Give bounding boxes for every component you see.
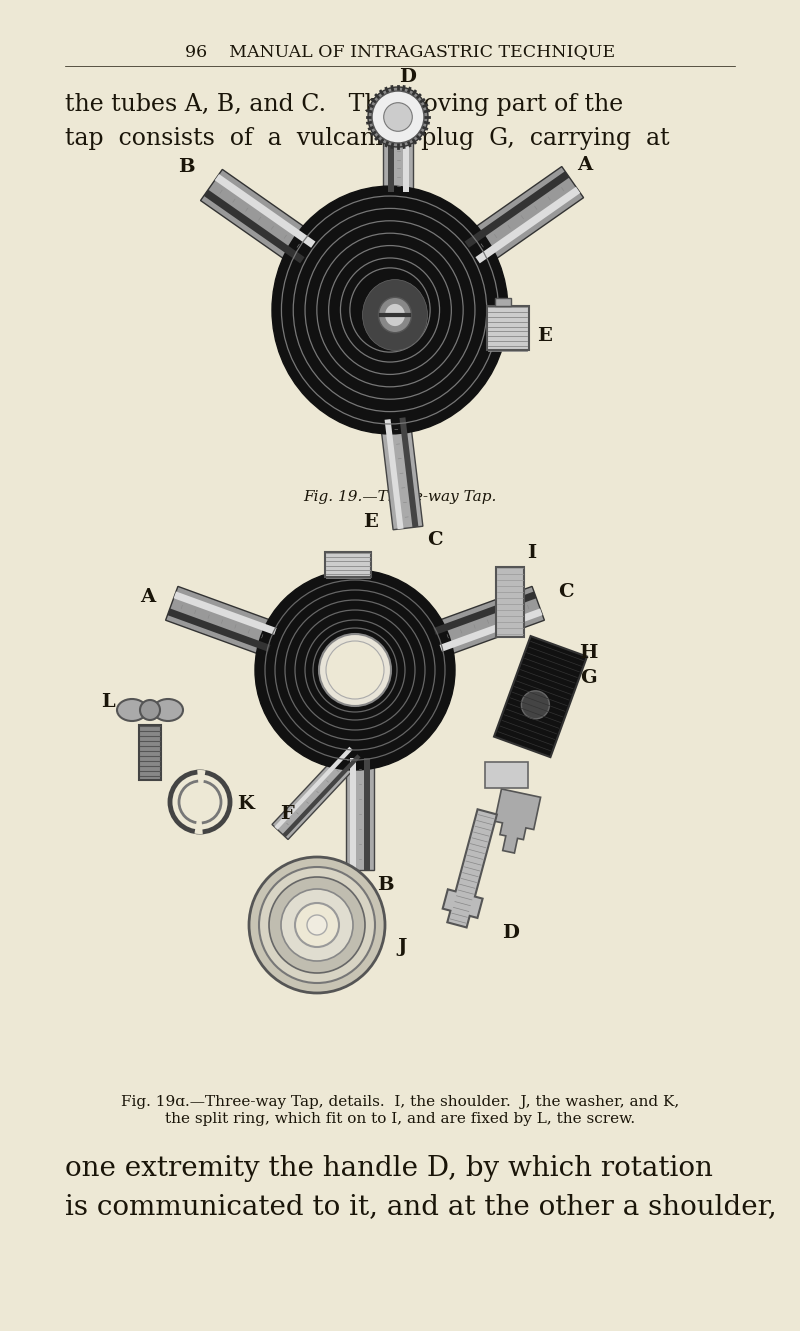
Wedge shape — [198, 771, 206, 803]
Text: E: E — [538, 327, 552, 345]
Text: E: E — [363, 512, 378, 531]
Polygon shape — [465, 172, 570, 248]
Polygon shape — [325, 552, 371, 578]
Circle shape — [259, 866, 375, 984]
Circle shape — [307, 914, 327, 934]
Text: A: A — [140, 588, 155, 607]
Text: A: A — [578, 157, 593, 174]
Text: B: B — [377, 876, 394, 894]
Wedge shape — [194, 803, 202, 835]
Polygon shape — [439, 608, 542, 652]
Text: K: K — [238, 795, 254, 813]
Ellipse shape — [153, 699, 183, 721]
Polygon shape — [167, 608, 270, 652]
FancyBboxPatch shape — [486, 306, 529, 350]
Text: H: H — [579, 644, 597, 662]
Polygon shape — [346, 757, 374, 870]
Polygon shape — [442, 809, 497, 928]
Polygon shape — [174, 591, 277, 635]
Ellipse shape — [319, 634, 391, 705]
Text: C: C — [427, 531, 443, 548]
Polygon shape — [431, 587, 544, 656]
Ellipse shape — [384, 303, 406, 327]
Polygon shape — [387, 126, 394, 192]
Circle shape — [384, 102, 412, 132]
FancyBboxPatch shape — [496, 567, 524, 638]
Polygon shape — [364, 757, 370, 870]
Ellipse shape — [326, 642, 384, 699]
Text: Fig. 19ɑ.—Three-way Tap, details.  I, the shoulder.  J, the washer, and K,: Fig. 19ɑ.—Three-way Tap, details. I, the… — [121, 1095, 679, 1109]
Polygon shape — [282, 755, 361, 837]
Circle shape — [140, 700, 160, 720]
Text: 96    MANUAL OF INTRAGASTRIC TECHNIQUE: 96 MANUAL OF INTRAGASTRIC TECHNIQUE — [185, 44, 615, 60]
Polygon shape — [350, 757, 356, 870]
Circle shape — [281, 889, 353, 961]
Circle shape — [372, 91, 424, 142]
Circle shape — [522, 691, 550, 719]
Polygon shape — [494, 789, 541, 853]
FancyBboxPatch shape — [139, 725, 161, 780]
Polygon shape — [214, 174, 315, 248]
Polygon shape — [204, 189, 305, 264]
Circle shape — [269, 877, 365, 973]
Circle shape — [368, 87, 428, 146]
Ellipse shape — [272, 186, 508, 434]
Text: G: G — [580, 669, 596, 687]
Circle shape — [295, 902, 339, 946]
Text: I: I — [527, 544, 537, 562]
Text: C: C — [558, 583, 574, 602]
Bar — [494, 298, 510, 306]
Polygon shape — [385, 419, 403, 530]
Text: the tubes A, B, and C.   The moving part of the: the tubes A, B, and C. The moving part o… — [65, 93, 623, 116]
Text: tap  consists  of  a  vulcanite  plug  G,  carrying  at: tap consists of a vulcanite plug G, carr… — [65, 126, 670, 150]
Polygon shape — [399, 418, 418, 527]
Polygon shape — [383, 126, 413, 192]
Polygon shape — [380, 417, 423, 530]
Ellipse shape — [378, 297, 411, 333]
Text: L: L — [101, 693, 115, 711]
Circle shape — [249, 857, 385, 993]
Polygon shape — [434, 591, 536, 635]
Text: is communicated to it, and at the other a shoulder,: is communicated to it, and at the other … — [65, 1193, 777, 1221]
Ellipse shape — [117, 699, 147, 721]
Text: B: B — [178, 157, 195, 176]
Text: the split ring, which fit on to I, and are fixed by L, the screw.: the split ring, which fit on to I, and a… — [165, 1111, 635, 1126]
Polygon shape — [274, 747, 353, 829]
Ellipse shape — [362, 280, 427, 350]
Text: J: J — [398, 938, 406, 956]
Text: Fig. 19.—Three-way Tap.: Fig. 19.—Three-way Tap. — [303, 490, 497, 504]
Ellipse shape — [255, 570, 455, 771]
Text: F: F — [280, 805, 294, 823]
Polygon shape — [272, 744, 363, 840]
Text: D: D — [399, 68, 417, 87]
Polygon shape — [166, 587, 278, 656]
Text: one extremity the handle D, by which rotation: one extremity the handle D, by which rot… — [65, 1155, 713, 1182]
Polygon shape — [485, 763, 528, 788]
Polygon shape — [462, 166, 583, 268]
Polygon shape — [494, 636, 587, 757]
Text: D: D — [502, 924, 519, 942]
Polygon shape — [475, 186, 580, 264]
Polygon shape — [402, 126, 409, 192]
Polygon shape — [201, 169, 318, 268]
